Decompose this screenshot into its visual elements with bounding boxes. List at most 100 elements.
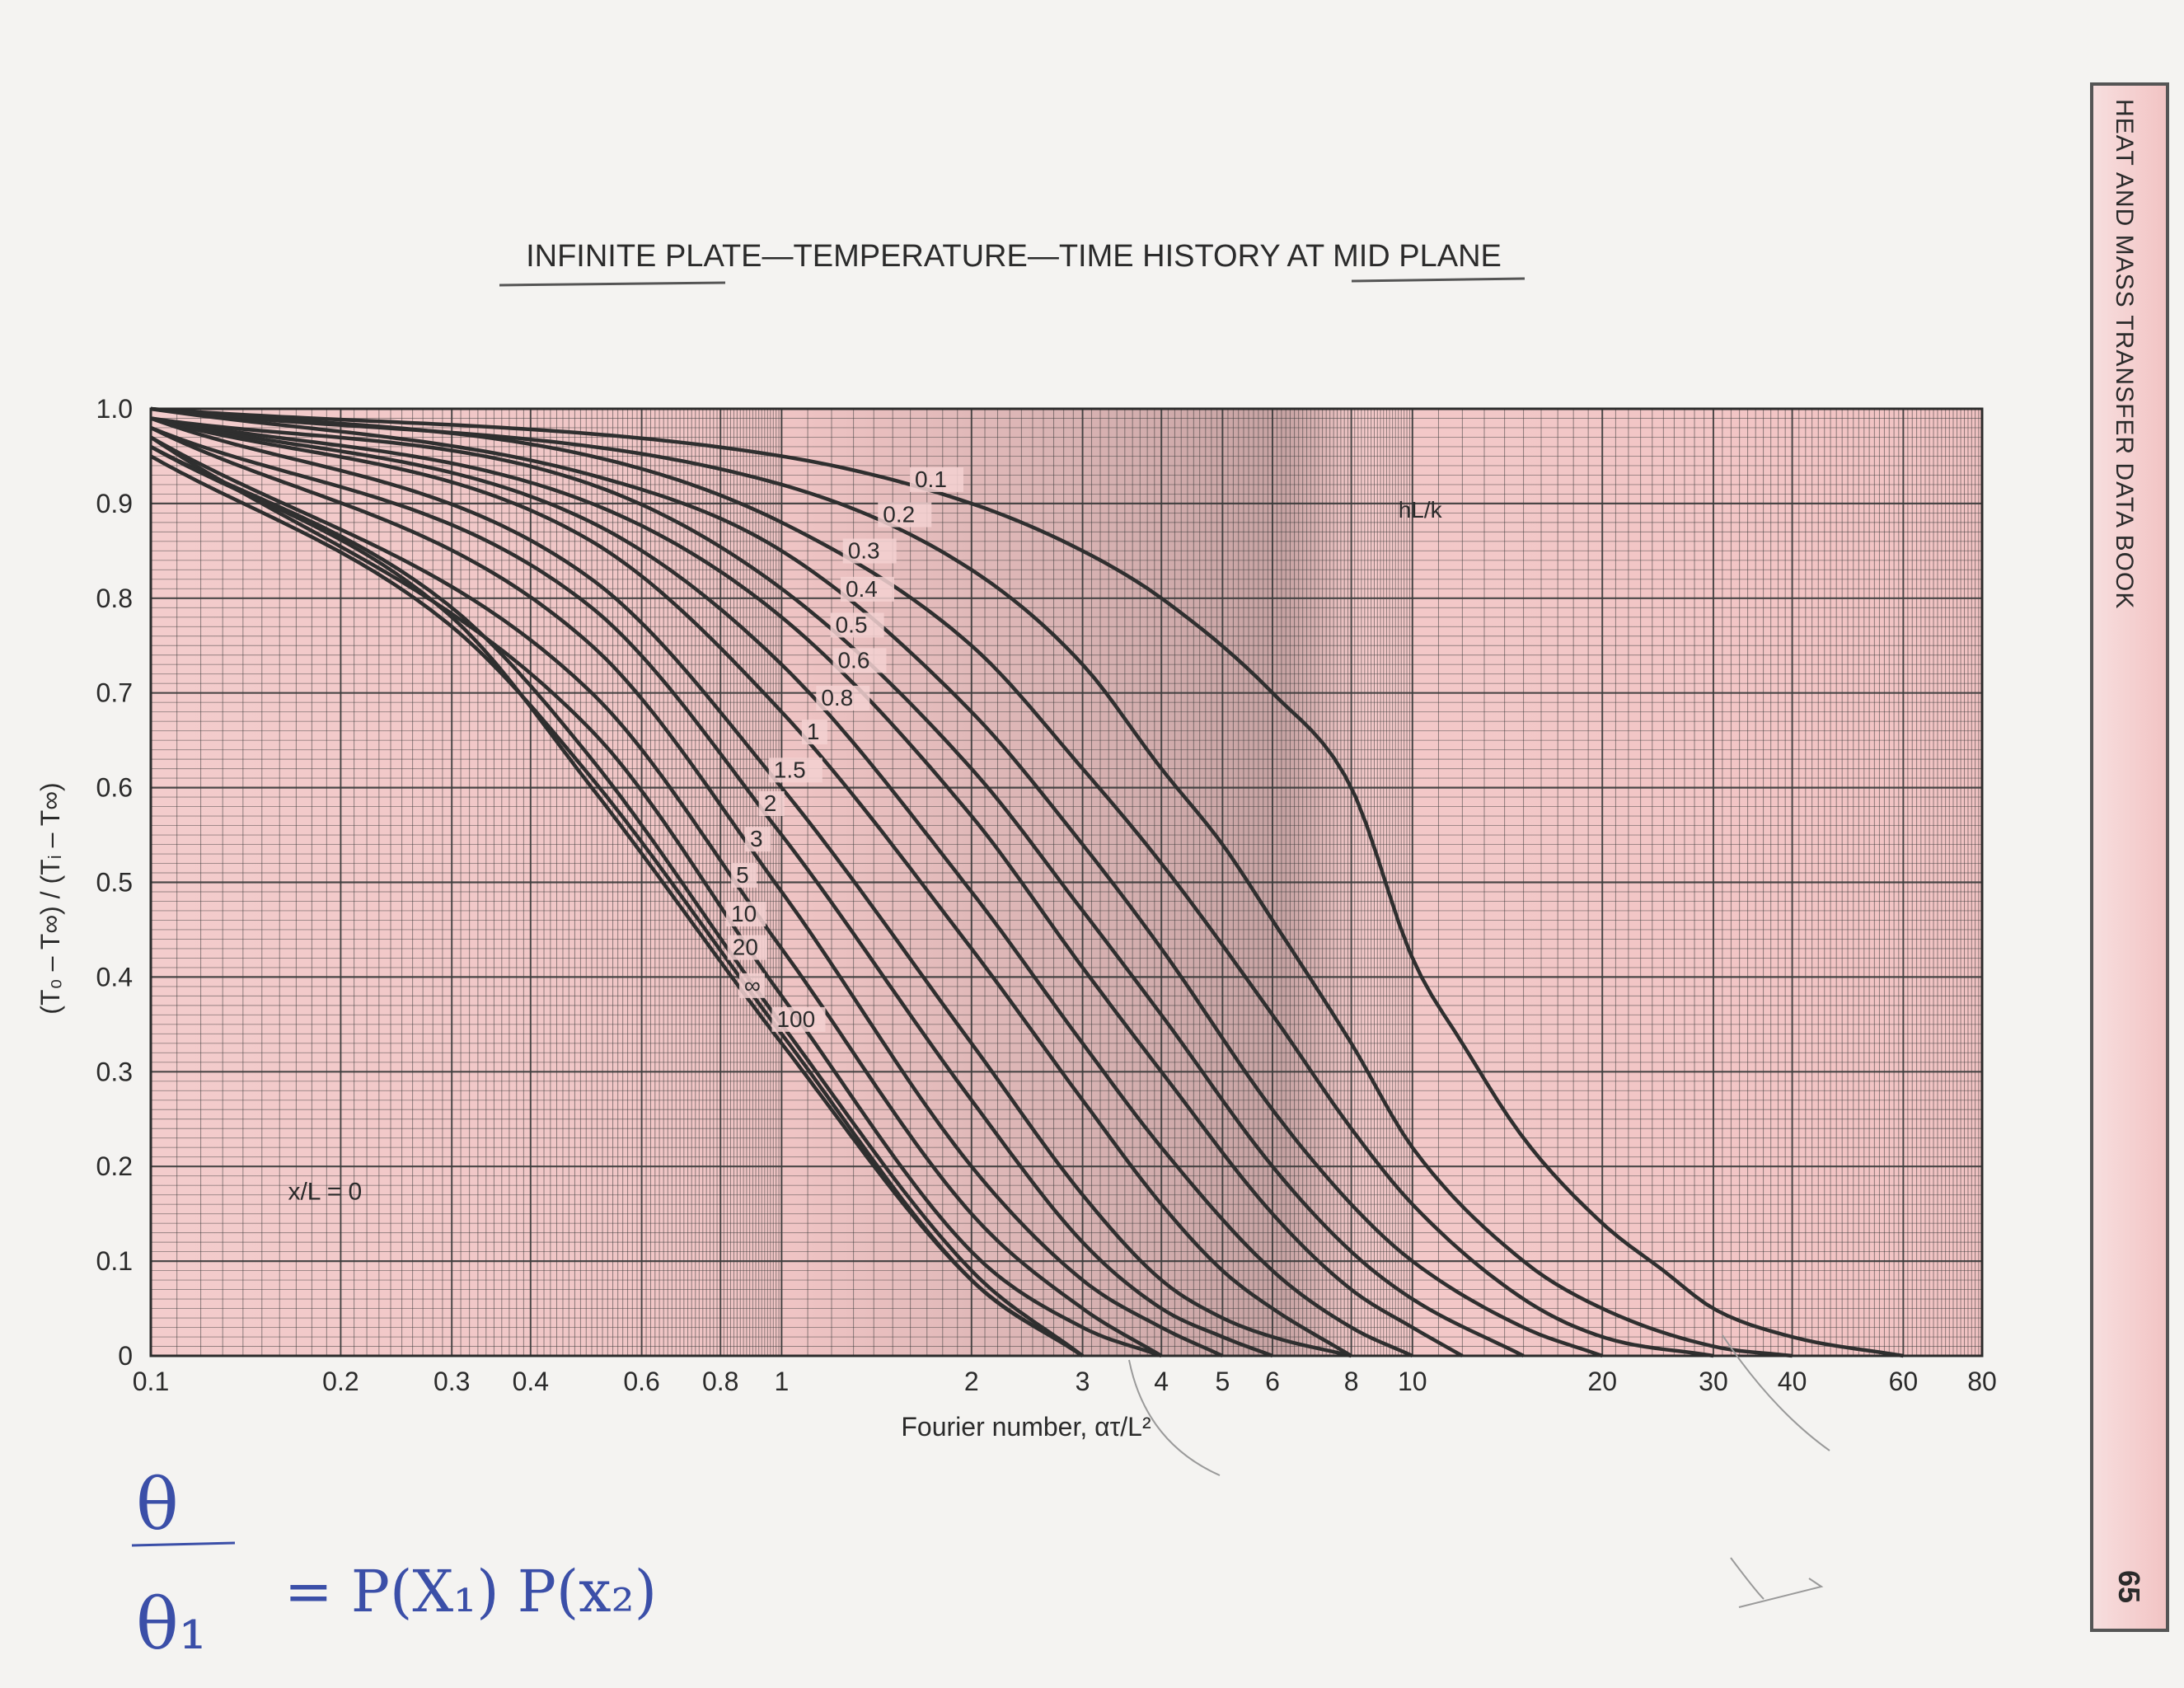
curve-hlk-10 — [149, 435, 1162, 1358]
y-tick-label: 1.0 — [96, 394, 133, 424]
curve-hlk-3 — [150, 425, 1224, 1358]
curve-hlk-5 — [149, 435, 1163, 1357]
handwritten-notes: θ θ₁ = P(X₁) P(x₂) — [131, 1334, 1830, 1666]
x-tick-label: 10 — [1398, 1367, 1427, 1396]
curve-label-group: 0.8 — [816, 685, 870, 710]
y-tick-label: 0.7 — [96, 678, 133, 708]
curve-label: 0.6 — [837, 647, 869, 673]
curve-label-group: 20 — [727, 935, 767, 960]
x-tick-label: 60 — [1889, 1367, 1919, 1396]
title-underline — [1351, 277, 1526, 283]
parameter-label: hL/k — [1399, 497, 1443, 523]
curve-label-group: 2 — [758, 790, 785, 816]
x-tick-label: 40 — [1778, 1367, 1807, 1396]
curve-label-backdrop — [738, 973, 765, 998]
curve-labels: 0.10.20.3 0.4 0.5 0.6 0.811.5 235 10 20 ∞ 100 hL/k… — [288, 467, 1442, 1205]
curve-hlk-0.1 — [150, 406, 1904, 1358]
curve-label: 10 — [731, 901, 757, 926]
y-tick-label: 0.4 — [96, 962, 133, 992]
curve-hlk-0.3 — [150, 406, 1714, 1358]
curve-label-group: 0.3 — [842, 538, 897, 564]
handwritten-equation: = P(X₁) P(x₂) — [284, 1558, 657, 1625]
curve-label: 1.5 — [774, 757, 806, 782]
x-tick-label: 4 — [1154, 1367, 1169, 1396]
curve-label-group: 0.1 — [909, 467, 963, 492]
x-tick-label: 3 — [1076, 1367, 1090, 1396]
x-tick-label: 0.4 — [513, 1367, 549, 1396]
curve-label-backdrop — [758, 790, 785, 816]
curve-label-group: 1.5 — [768, 757, 823, 783]
curve-hlk-0.6 — [150, 416, 1464, 1357]
book-title: HEAT AND MASS TRANSFER DATA BOOK — [2111, 99, 2138, 610]
curve-label-backdrop — [830, 612, 884, 638]
x-tick-label: 80 — [1967, 1367, 1997, 1396]
curve-hlk-1 — [150, 416, 1352, 1357]
curve-label: ∞ — [744, 973, 761, 998]
y-tick-label: 0 — [118, 1341, 133, 1371]
y-axis-label: (T₀ – T∞) / (Tᵢ – T∞) — [35, 782, 65, 1014]
pencil-mark — [1730, 1557, 1824, 1608]
curve-hlk-100 — [149, 454, 1084, 1357]
plot-frame — [149, 407, 1984, 1357]
curve-label-group: 0.2 — [878, 502, 932, 528]
curve-label-group: 1 — [801, 719, 827, 745]
y-tick-label: 0.2 — [96, 1151, 133, 1181]
curve-hlk-2 — [150, 425, 1273, 1358]
curve-label: 3 — [750, 826, 763, 851]
curve-label-backdrop — [727, 935, 767, 960]
y-tick-label: 0.5 — [96, 868, 133, 898]
curve-label-backdrop — [909, 467, 963, 492]
x-tick-label: 20 — [1587, 1367, 1617, 1396]
x-tick-label: 0.6 — [623, 1367, 659, 1396]
curve-label-group: 5 — [731, 862, 757, 888]
y-tick-label: 0.8 — [96, 584, 133, 613]
curve-label-backdrop — [842, 538, 897, 564]
fraction-bar — [131, 1541, 236, 1547]
y-tick-label: 0.9 — [96, 489, 133, 518]
curve-label-group: ∞ — [738, 973, 765, 998]
x-tick-label: 0.3 — [434, 1367, 470, 1396]
curve-label-group: 0.5 — [830, 612, 884, 638]
curve-hlk-1.5 — [150, 416, 1352, 1358]
x-axis-label: Fourier number, ατ/L² — [901, 1412, 1151, 1442]
pencil-mark — [1128, 1334, 1830, 1476]
curve-label: 0.8 — [821, 685, 853, 710]
curve-label-backdrop — [801, 720, 827, 745]
page-number: 65 — [2112, 1570, 2146, 1604]
curve-label: 20 — [733, 935, 758, 960]
handwritten-theta1: θ₁ — [136, 1583, 207, 1666]
curve-label-backdrop — [768, 757, 823, 783]
curve-label: 1 — [807, 719, 820, 744]
curve-label: 2 — [764, 790, 777, 816]
chart-title: INFINITE PLATE—TEMPERATURE—TIME HISTORY … — [526, 239, 1502, 274]
curve-label-backdrop — [840, 576, 894, 602]
curve-label-backdrop — [771, 1006, 826, 1032]
curve-label: 0.2 — [883, 502, 915, 528]
handwritten-theta: θ — [136, 1464, 179, 1546]
curve-label-group: 100 — [771, 1006, 826, 1032]
x-tick-label: 0.2 — [322, 1367, 359, 1396]
x-tick-label: 5 — [1215, 1367, 1230, 1396]
curve-label-group: 3 — [744, 826, 771, 852]
curve-label: 100 — [776, 1006, 815, 1032]
side-tab — [2090, 82, 2169, 1632]
curve-label: 0.3 — [848, 538, 880, 564]
curve-label: 5 — [736, 862, 749, 888]
curve-label-group: 0.4 — [840, 576, 894, 602]
annotation-xl: x/L = 0 — [288, 1178, 362, 1205]
curve-hlk-20 — [149, 445, 1084, 1357]
y-tick-label: 0.6 — [96, 773, 133, 803]
x-tick-label: 8 — [1344, 1367, 1359, 1396]
curve-label: 0.4 — [846, 576, 878, 602]
curve-label-backdrop — [816, 685, 870, 710]
x-tick-label: 0.1 — [133, 1367, 169, 1396]
curve-label: 0.5 — [836, 612, 868, 637]
curve-label: 0.1 — [915, 467, 947, 492]
y-tick-label: 0.1 — [96, 1246, 133, 1276]
curve-label-group: 0.6 — [832, 647, 887, 673]
x-tick-label: 30 — [1699, 1367, 1728, 1396]
title-underline — [499, 281, 726, 287]
curve-label-backdrop — [726, 902, 766, 927]
